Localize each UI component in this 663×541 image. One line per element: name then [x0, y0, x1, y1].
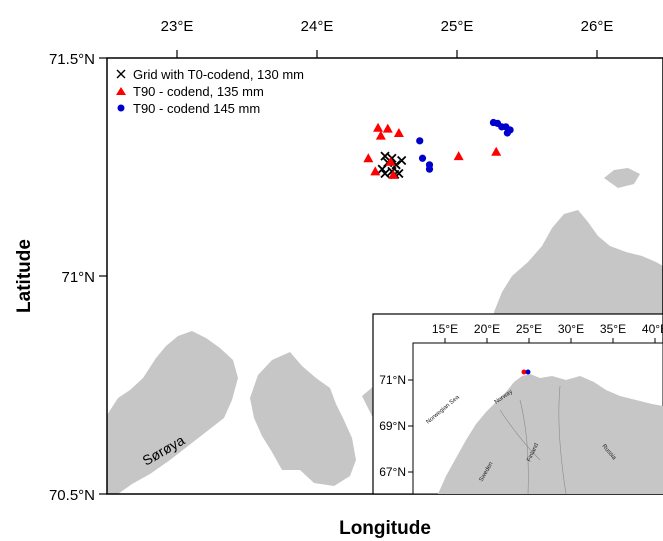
- lon-axis: 23°E 24°E 25°E 26°E: [161, 18, 614, 58]
- lon-tick-label: 25°E: [441, 18, 474, 35]
- lat-tick-label: 70.5°N: [49, 487, 95, 504]
- legend-label: T90 - codend 145 mm: [133, 101, 260, 116]
- legend-circle-icon: [117, 104, 125, 112]
- legend-label: Grid with T0-codend, 130 mm: [133, 67, 304, 82]
- triangle-point: [363, 153, 374, 163]
- triangle-point: [393, 127, 404, 137]
- triangle-point: [385, 156, 396, 166]
- lat-axis: 71.5°N 71°N 70.5°N: [49, 51, 107, 504]
- inset-lon-tick: 25°E: [516, 322, 542, 336]
- inset-lon-tick: 30°E: [558, 322, 584, 336]
- island-center: [250, 352, 356, 486]
- inset-lon-tick: 35°E: [600, 322, 626, 336]
- circle-point: [418, 154, 427, 162]
- legend-entry: T90 - codend 145 mm: [117, 101, 260, 116]
- inset-map: Norwegian Sea Norway Sweden Finland Russ…: [372, 313, 663, 495]
- inset-marker: [521, 369, 527, 375]
- legend-label: T90 - codend, 135 mm: [133, 84, 264, 99]
- x-axis-title: Longitude: [339, 518, 431, 539]
- data-points: [363, 118, 514, 180]
- inset-marker: [525, 369, 531, 375]
- lon-tick-label: 23°E: [161, 18, 194, 35]
- inset-lat-tick: 67°N: [379, 465, 406, 479]
- triangle-point: [491, 146, 502, 156]
- legend-cross-icon: [116, 69, 126, 79]
- inset-lon-tick: 20°E: [474, 322, 500, 336]
- island-soroya: [107, 331, 238, 494]
- triangle-point: [388, 169, 399, 179]
- lon-tick-label: 24°E: [301, 18, 334, 35]
- triangle-point: [375, 130, 386, 140]
- islet-right: [604, 168, 640, 188]
- triangle-point: [370, 166, 381, 176]
- inset-lon-tick: 40°E: [642, 322, 663, 336]
- inset-land: [438, 374, 663, 494]
- cross-point: [380, 151, 390, 161]
- inset-lat-tick: 69°N: [379, 419, 406, 433]
- legend-entry: Grid with T0-codend, 130 mm: [116, 67, 304, 82]
- cross-point: [377, 164, 387, 174]
- legend-entry: T90 - codend, 135 mm: [116, 84, 264, 99]
- lat-tick-label: 71°N: [61, 269, 95, 286]
- inset-lon-tick: 15°E: [432, 322, 458, 336]
- triangle-point: [373, 122, 384, 132]
- legend-triangle-icon: [116, 87, 126, 95]
- lat-tick-label: 71.5°N: [49, 51, 95, 68]
- lon-tick-label: 26°E: [581, 18, 614, 35]
- legend: Grid with T0-codend, 130 mm T90 - codend…: [116, 67, 304, 116]
- circle-point: [503, 129, 511, 137]
- circle-point: [425, 165, 434, 173]
- triangle-point: [382, 123, 393, 133]
- triangle-point: [453, 151, 464, 161]
- circle-point: [416, 137, 424, 145]
- cross-point: [380, 168, 390, 179]
- y-axis-title: Latitude: [14, 239, 35, 313]
- inset-lat-tick: 71°N: [379, 373, 406, 387]
